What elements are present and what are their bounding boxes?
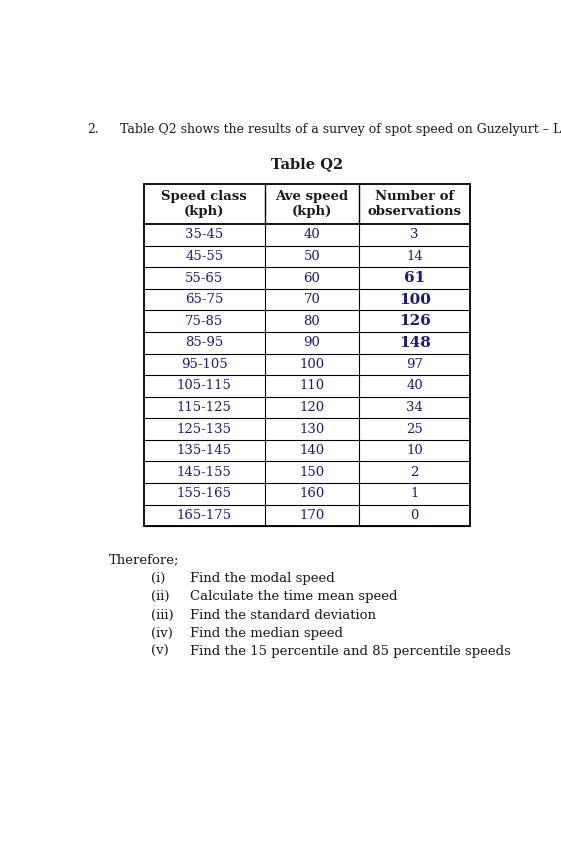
Text: 115-125: 115-125 — [177, 401, 232, 414]
Text: 60: 60 — [304, 272, 320, 284]
Text: 2: 2 — [411, 466, 419, 479]
Text: 148: 148 — [399, 336, 431, 350]
Text: 34: 34 — [406, 401, 423, 414]
Text: 90: 90 — [304, 336, 320, 349]
Text: (i): (i) — [150, 572, 165, 585]
Text: Speed class
(kph): Speed class (kph) — [162, 190, 247, 218]
Text: (iv): (iv) — [150, 627, 172, 640]
Text: 95-105: 95-105 — [181, 357, 228, 371]
Text: Therefore;: Therefore; — [109, 554, 180, 566]
Text: 40: 40 — [304, 228, 320, 241]
Text: 155-165: 155-165 — [177, 487, 232, 500]
Bar — [144, 183, 470, 526]
Text: Table Q2 shows the results of a survey of spot speed on Guzelyurt – Lefke highwa: Table Q2 shows the results of a survey o… — [120, 123, 561, 137]
Text: 145-155: 145-155 — [177, 466, 232, 479]
Text: 2.: 2. — [88, 123, 99, 137]
Text: 125-135: 125-135 — [177, 423, 232, 436]
Text: (iii): (iii) — [150, 609, 173, 621]
Text: (ii): (ii) — [150, 590, 169, 604]
Text: 160: 160 — [300, 487, 325, 500]
Text: 165-175: 165-175 — [177, 509, 232, 522]
Text: 61: 61 — [404, 271, 425, 285]
Text: Find the 15 percentile and 85 percentile speeds: Find the 15 percentile and 85 percentile… — [190, 645, 511, 658]
Text: 126: 126 — [399, 314, 430, 329]
Text: 55-65: 55-65 — [185, 272, 223, 284]
Text: (v): (v) — [150, 645, 168, 658]
Text: 35-45: 35-45 — [185, 228, 223, 241]
Text: 75-85: 75-85 — [185, 315, 223, 328]
Text: 97: 97 — [406, 357, 423, 371]
Text: 85-95: 85-95 — [185, 336, 223, 349]
Text: Find the median speed: Find the median speed — [190, 627, 343, 640]
Text: 25: 25 — [406, 423, 423, 436]
Text: Calculate the time mean speed: Calculate the time mean speed — [190, 590, 397, 604]
Text: 150: 150 — [300, 466, 324, 479]
Text: 50: 50 — [304, 250, 320, 263]
Text: Ave speed
(kph): Ave speed (kph) — [275, 190, 348, 218]
Text: 135-145: 135-145 — [177, 444, 232, 457]
Text: 65-75: 65-75 — [185, 293, 223, 306]
Text: 0: 0 — [411, 509, 419, 522]
Text: 3: 3 — [411, 228, 419, 241]
Text: 70: 70 — [304, 293, 320, 306]
Text: 40: 40 — [406, 380, 423, 392]
Text: 14: 14 — [406, 250, 423, 263]
Text: 170: 170 — [300, 509, 325, 522]
Text: Find the modal speed: Find the modal speed — [190, 572, 334, 585]
Text: Find the standard deviation: Find the standard deviation — [190, 609, 376, 621]
Text: 1: 1 — [411, 487, 419, 500]
Text: 100: 100 — [399, 293, 431, 306]
Text: 140: 140 — [300, 444, 324, 457]
Text: 10: 10 — [406, 444, 423, 457]
Text: 45-55: 45-55 — [185, 250, 223, 263]
Text: Number of
observations: Number of observations — [367, 190, 462, 218]
Text: 100: 100 — [300, 357, 324, 371]
Text: 105-115: 105-115 — [177, 380, 232, 392]
Text: 80: 80 — [304, 315, 320, 328]
Text: 130: 130 — [300, 423, 325, 436]
Text: 120: 120 — [300, 401, 324, 414]
Text: 110: 110 — [300, 380, 324, 392]
Text: Table Q2: Table Q2 — [271, 157, 343, 171]
